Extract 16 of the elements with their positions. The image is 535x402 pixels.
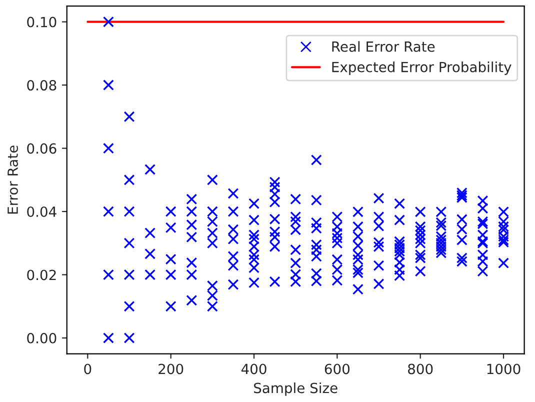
x-tick-label: 200 [158,364,184,374]
x-tick-label: 800 [408,364,433,374]
y-axis-title: Error Rate [8,146,18,214]
y-tick-label: 0.06 [27,143,56,154]
legend-label: Real Error Rate [332,41,435,52]
x-tick-label: 600 [324,364,350,374]
x-tick-label: 0 [84,364,92,374]
y-tick-label: 0.10 [27,16,56,28]
x-tick-label: 400 [241,364,266,374]
legend-label: Expected Error Probability [332,62,512,75]
y-tick-label: 0.02 [27,270,56,280]
x-axis-title: Sample Size [254,382,338,396]
y-tick-label: 0.04 [27,206,56,217]
x-tick-label: 1000 [487,364,520,374]
y-tick-label: 0.00 [27,332,56,344]
y-tick-label: 0.08 [27,80,56,91]
